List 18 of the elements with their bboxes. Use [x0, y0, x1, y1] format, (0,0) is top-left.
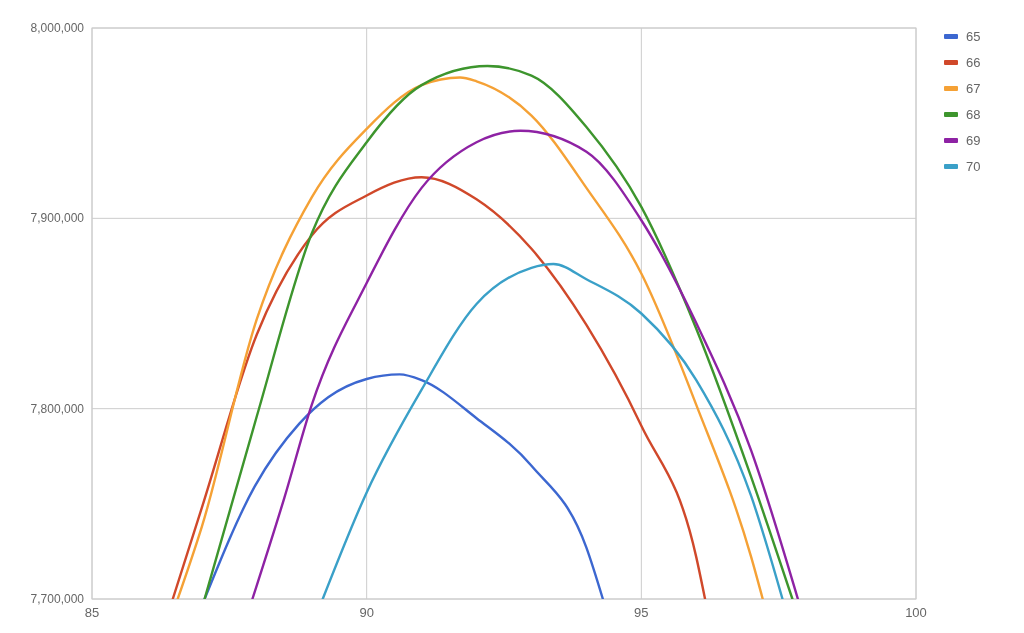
legend-label: 65: [966, 29, 981, 44]
line-series: [321, 262, 784, 599]
x-tick-label: 95: [634, 605, 649, 620]
line-series: [171, 176, 707, 599]
y-tick-label: 7,900,000: [30, 211, 85, 226]
line-series: [251, 129, 800, 599]
y-tick-label: 7,700,000: [30, 592, 85, 606]
y-tick-label: 7,800,000: [30, 401, 85, 416]
x-tick-label: 85: [84, 605, 100, 620]
x-tick-label: 90: [359, 605, 374, 620]
x-tick-label: 100: [905, 605, 927, 620]
legend-label: 70: [966, 159, 981, 174]
legend-label: 66: [966, 55, 981, 70]
legend-label: 67: [966, 81, 981, 96]
y-tick-label: 8,000,000: [30, 21, 85, 35]
legend-label: 69: [966, 133, 981, 148]
legend-label: 68: [966, 107, 981, 122]
line-series: [203, 373, 605, 599]
